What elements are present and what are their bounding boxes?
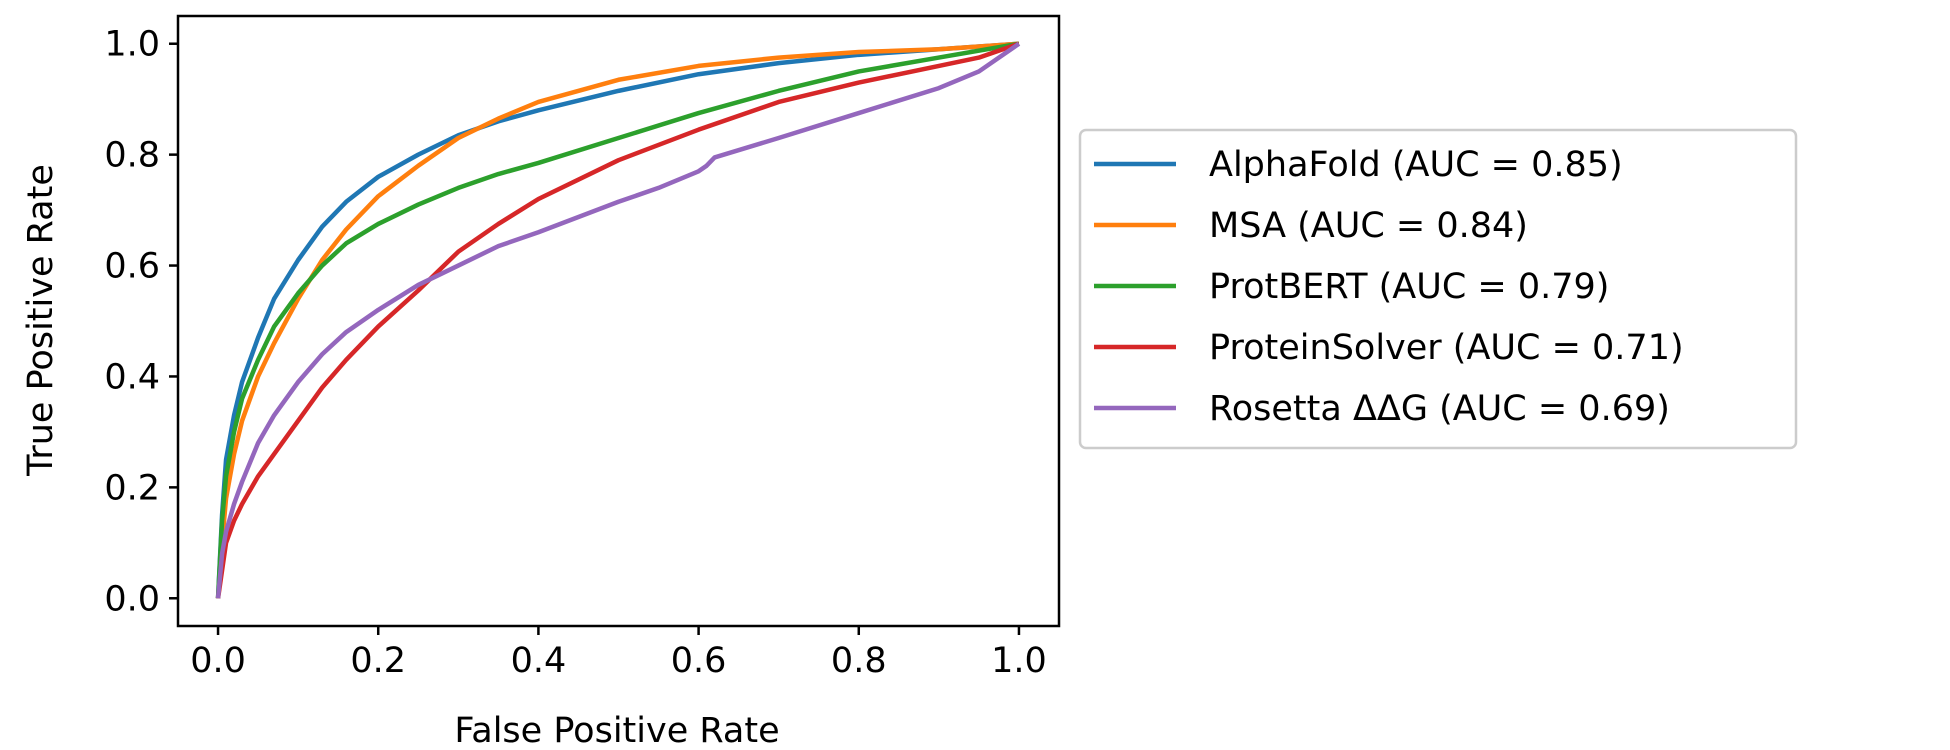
- y-tick-label: 1.0: [104, 25, 160, 65]
- plot-frame: [176, 14, 1061, 628]
- legend-label-2: ProtBERT (AUC = 0.79): [1209, 267, 1609, 307]
- legend: AlphaFold (AUC = 0.85) MSA (AUC = 0.84) Pr…: [1078, 128, 1798, 450]
- x-tick-label: 0.0: [190, 641, 246, 681]
- x-tick-label: 0.8: [831, 641, 887, 681]
- series-line-4: [215, 41, 1021, 599]
- series-line-3: [215, 41, 1020, 599]
- legend-label-4: Rosetta ΔΔG (AUC = 0.69): [1209, 389, 1670, 429]
- legend-label-1: MSA (AUC = 0.84): [1209, 206, 1528, 246]
- x-axis: 0.0 0.2 0.4 0.6 0.8 1.0: [190, 626, 1047, 681]
- y-tick-label: 0.2: [104, 468, 160, 508]
- plot-area: [176, 14, 1061, 628]
- y-tick-label: 0.4: [104, 357, 160, 397]
- x-tick-label: 1.0: [991, 641, 1047, 681]
- series-line-2: [215, 41, 1020, 599]
- x-tick-label: 0.6: [671, 641, 727, 681]
- legend-label-0: AlphaFold (AUC = 0.85): [1209, 145, 1623, 185]
- x-tick-label: 0.2: [350, 641, 406, 681]
- series-line-0: [215, 41, 1020, 599]
- y-axis: 0.0 0.2 0.4 0.6 0.8 1.0: [104, 25, 178, 619]
- y-axis-label: True Positive Rate: [21, 164, 61, 477]
- x-axis-label: False Positive Rate: [454, 711, 779, 750]
- series-line-1: [215, 41, 1020, 599]
- legend-box: [1078, 128, 1798, 450]
- y-tick-label: 0.6: [104, 247, 160, 287]
- y-tick-label: 0.0: [104, 579, 160, 619]
- x-tick-label: 0.4: [511, 641, 567, 681]
- y-tick-label: 0.8: [104, 136, 160, 176]
- legend-label-3: ProteinSolver (AUC = 0.71): [1209, 328, 1684, 368]
